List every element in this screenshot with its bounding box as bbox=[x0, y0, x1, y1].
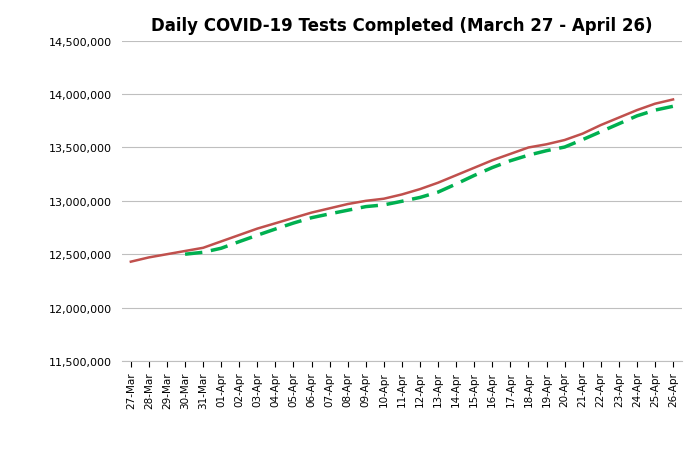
Title: Daily COVID-19 Tests Completed (March 27 - April 26): Daily COVID-19 Tests Completed (March 27… bbox=[151, 17, 653, 35]
